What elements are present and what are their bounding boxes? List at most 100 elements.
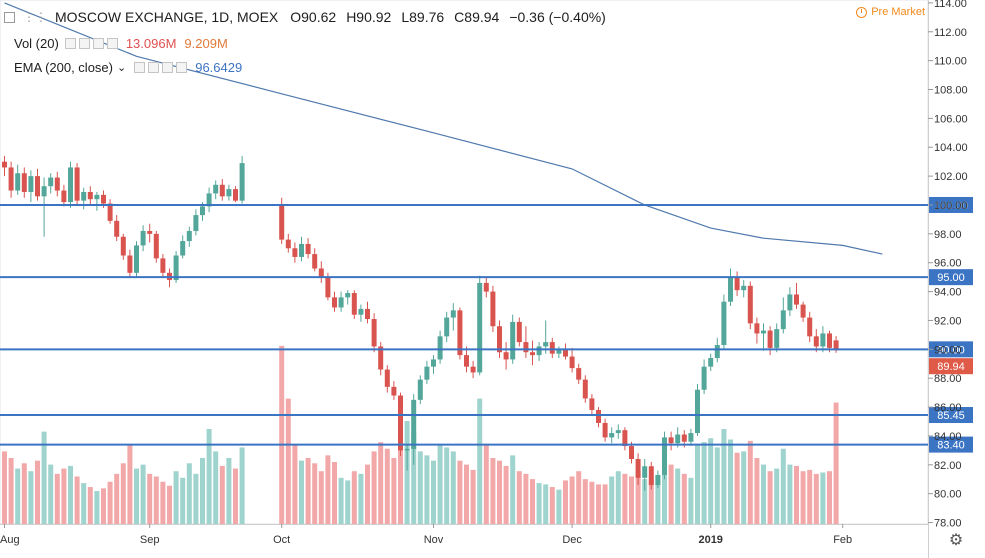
volume-bar: [68, 465, 73, 524]
volume-bar: [457, 460, 463, 524]
price-axis[interactable]: 78.00 80.00 82.00 84.00 86.00 88.00 90.00 92.00…: [928, 0, 968, 530]
volume-bar: [87, 487, 93, 524]
last-price-label: 89.94: [937, 361, 965, 373]
candle-body: [457, 310, 463, 356]
candle-body: [728, 277, 733, 302]
candle-body: [127, 255, 133, 273]
candle-body: [569, 356, 575, 369]
candle-body: [510, 321, 516, 360]
candle-body: [424, 366, 430, 380]
candle-body: [450, 310, 456, 318]
price-tick-label: 92.00: [934, 315, 962, 327]
volume-bar: [662, 455, 667, 524]
volume-bar: [61, 468, 67, 524]
candle-body: [701, 366, 707, 390]
add-icon[interactable]: [92, 37, 104, 49]
candle-body: [8, 167, 14, 191]
volume-bar: [226, 458, 232, 524]
candle-body: [41, 186, 47, 197]
horizontal-levels[interactable]: 100.00 95.00 90.00 85.45 83.40 89.94: [0, 196, 973, 453]
remove-icon[interactable]: [106, 37, 118, 49]
settings-icon[interactable]: [78, 37, 90, 49]
time-axis[interactable]: Aug Sep Oct Nov Dec 2019 Feb: [0, 524, 852, 546]
level-badge: [929, 407, 973, 424]
candle-body: [173, 255, 179, 281]
volume-bar: [28, 471, 34, 524]
candle-body: [68, 167, 73, 203]
volume-bar: [688, 477, 694, 524]
candle-body: [371, 319, 377, 347]
candle-body: [120, 236, 126, 256]
volume-bar: [563, 480, 568, 524]
collapse-icon[interactable]: [4, 11, 15, 23]
volume-bar: [483, 444, 489, 524]
candle-body: [549, 342, 555, 354]
level-badge: [929, 436, 973, 453]
candle-body: [160, 258, 166, 273]
volume-bar: [800, 471, 806, 524]
candle-body: [754, 323, 760, 334]
volume-bar: [747, 440, 753, 524]
candle-body: [292, 248, 298, 257]
candle-body: [147, 230, 153, 234]
candle-body: [107, 203, 113, 221]
candle-body: [477, 282, 483, 373]
candle-body: [787, 294, 793, 311]
chevron-down-icon[interactable]: ⌄: [117, 61, 127, 74]
eye-icon[interactable]: [134, 61, 146, 73]
volume-bar: [140, 464, 146, 524]
candle-body: [318, 268, 324, 278]
volume-bar: [391, 458, 397, 524]
candle-body: [596, 409, 601, 423]
volume-bar: [497, 460, 502, 524]
gear-icon[interactable]: ⚙: [948, 532, 964, 549]
time-tick-label: Sep: [140, 534, 160, 546]
remove-icon[interactable]: [176, 61, 188, 73]
volume-bar: [54, 473, 60, 524]
volume-bar: [721, 428, 727, 524]
volume-bar: [404, 421, 410, 524]
drag-icon[interactable]: ⋮⋮: [23, 10, 47, 24]
candle-body: [417, 379, 423, 400]
last-price-badge: [929, 358, 973, 375]
level-badge-label: 90.00: [937, 344, 965, 356]
candle-body: [767, 330, 773, 348]
candle-body: [200, 206, 205, 216]
price-tick-label: 80.00: [934, 489, 962, 501]
volume-bar: [629, 476, 634, 524]
price-tick-label: 82.00: [934, 460, 962, 472]
candle-body: [556, 349, 562, 354]
volume-bar: [450, 451, 456, 524]
volume-bar: [761, 464, 766, 524]
volume-bar: [741, 451, 747, 524]
volume-bar: [120, 463, 126, 524]
pre-market-badge[interactable]: Pre Market: [856, 6, 925, 18]
volume-bar: [675, 468, 681, 524]
volume-bar: [536, 483, 542, 524]
volume-bar: [200, 458, 205, 524]
price-tick-label: 110.00: [934, 56, 967, 68]
volume-bar: [477, 398, 483, 524]
volume-bar: [365, 464, 370, 524]
volume-ma-value: 9.209M: [184, 35, 228, 51]
candle-body: [615, 430, 621, 434]
candle-body: [622, 430, 628, 447]
eye-icon[interactable]: [64, 37, 76, 49]
candle-body: [582, 379, 588, 399]
candle-body: [74, 167, 80, 201]
volume-bar: [813, 473, 819, 524]
candle-body: [681, 434, 687, 442]
volume-bar: [820, 472, 826, 524]
volume-bar: [398, 398, 403, 524]
settings-icon[interactable]: [148, 61, 160, 73]
candle-body: [404, 448, 410, 451]
time-tick-label: 2019: [698, 534, 722, 546]
volume-bar: [305, 458, 311, 524]
candle-body: [87, 191, 93, 200]
volume-bar: [219, 465, 225, 524]
add-icon[interactable]: [162, 61, 174, 73]
time-tick-label: Aug: [0, 534, 20, 546]
candle-body: [325, 277, 331, 298]
volume-bar: [147, 473, 153, 524]
